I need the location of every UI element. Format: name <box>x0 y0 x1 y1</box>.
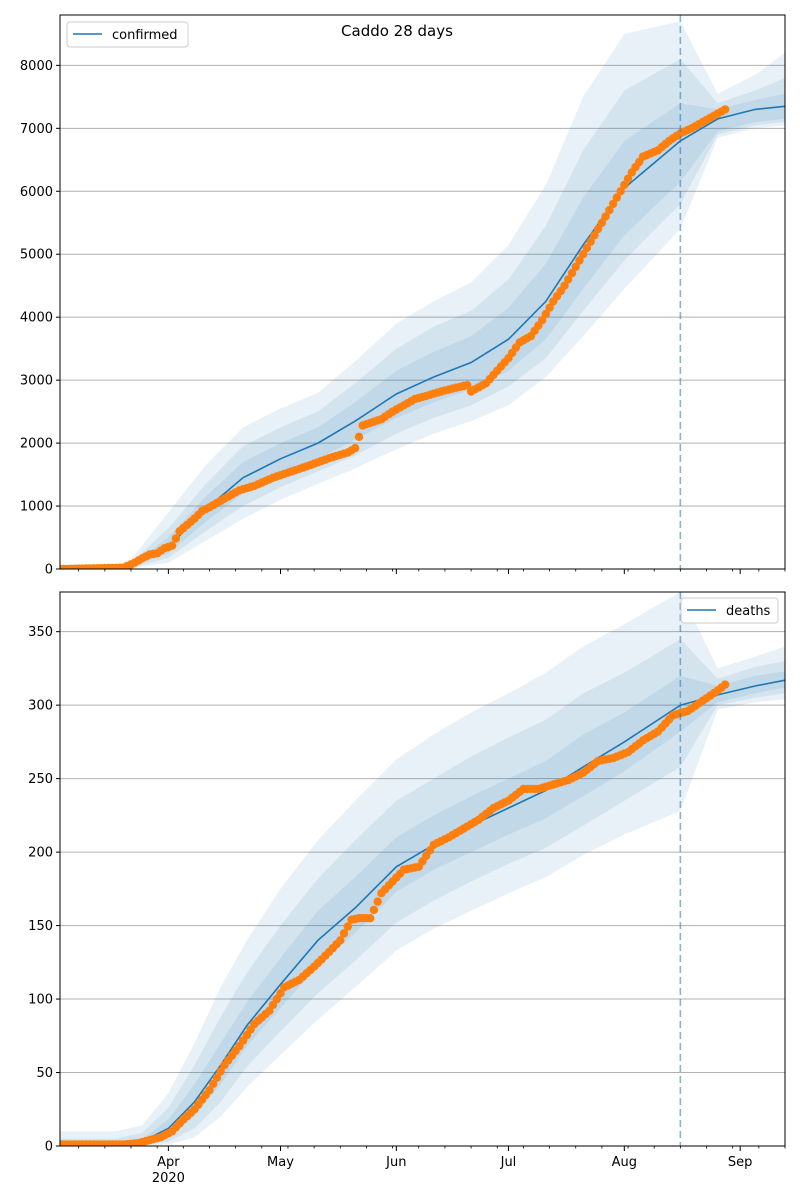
deaths-y-tick-label: 300 <box>28 699 53 714</box>
deaths-y-tick-label: 150 <box>28 919 53 934</box>
deaths-observed-point <box>212 1073 222 1082</box>
confirmed-observed-point <box>623 174 633 183</box>
deaths-observed-point <box>336 936 345 945</box>
confirmed-observed-point <box>171 534 181 543</box>
deaths-legend-label: deaths <box>726 604 771 619</box>
confirmed-observed-point <box>463 381 472 390</box>
deaths-observed-point <box>339 929 349 938</box>
deaths-y-tick-label: 350 <box>28 625 53 640</box>
confirmed-observed-point <box>567 268 577 278</box>
confirmed-y-tick-label: 7000 <box>20 122 53 137</box>
deaths-observed-point <box>343 922 352 931</box>
confirmed-observed-point <box>586 237 595 246</box>
confirmed-observed-point <box>597 218 607 227</box>
confirmed-x-axis <box>78 569 786 574</box>
confirmed-observed-point <box>564 275 573 284</box>
deaths-observed-point <box>366 914 375 923</box>
confirmed-observed-point <box>537 316 547 325</box>
confirmed-y-tick-label: 5000 <box>20 248 53 263</box>
deaths-band-middle <box>60 639 785 1146</box>
deaths-observed-point <box>209 1079 218 1089</box>
confirmed-observed-point <box>545 303 554 312</box>
confirmed-legend-label: confirmed <box>112 28 178 43</box>
confirmed-legend-box <box>66 21 189 48</box>
deaths-y-axis: 0 50 100 150 200 250 300 350 <box>28 625 60 1155</box>
confirmed-y-tick-label: 0 <box>45 563 53 578</box>
confirmed-y-tick-label: 8000 <box>20 59 53 74</box>
figure-title: Caddo 28 days <box>341 22 453 40</box>
confirmed-observed-point <box>560 281 569 290</box>
deaths-observed-point <box>205 1086 214 1095</box>
deaths-observed-point <box>373 897 382 906</box>
confirmed-y-tick-label: 3000 <box>20 374 53 389</box>
confirmed-observed-point <box>579 250 588 259</box>
confirmed-y-tick-label: 6000 <box>20 185 53 200</box>
confirmed-observed-point <box>605 206 614 215</box>
deaths-axes-frame <box>59 591 786 1147</box>
confirmed-observed-point <box>593 224 603 234</box>
confirmed-legend: confirmed <box>66 21 189 48</box>
deaths-y-tick-label: 100 <box>28 993 53 1008</box>
confirmed-observed-point <box>608 199 618 209</box>
confirmed-band-outer <box>60 21 785 569</box>
confirmed-observed-point <box>167 541 177 550</box>
x-tick-label: Jun <box>385 1155 406 1170</box>
confirmed-observed-point <box>582 243 592 253</box>
confirmed-observed-point <box>590 231 599 240</box>
deaths-observed-point <box>216 1067 225 1076</box>
confirmed-observed-point <box>541 309 550 319</box>
deaths-observed-points <box>60 680 730 1146</box>
deaths-y-tick-label: 200 <box>28 846 53 861</box>
confirmed-axes-frame <box>59 14 786 570</box>
confirmed-observed-point <box>616 187 625 196</box>
deaths-observed-point <box>369 905 379 915</box>
confirmed-y-tick-label: 4000 <box>20 311 53 326</box>
confirmed-observed-point <box>620 180 629 190</box>
deaths-observed-point <box>721 680 730 689</box>
deaths-legend: deaths <box>680 597 779 624</box>
deaths-confidence-bands <box>60 592 785 1146</box>
x-tick-label: Aug <box>612 1155 637 1170</box>
confirmed-observed-points <box>60 105 730 569</box>
deaths-model-line <box>60 679 785 1146</box>
deaths-band-inner <box>60 671 785 1146</box>
confirmed-panel: 0 1000 2000 3000 4000 5000 6000 7000 8000 confir… <box>20 14 786 578</box>
confirmed-observed-point <box>612 193 621 202</box>
confirmed-observed-point <box>601 212 610 221</box>
confirmed-observed-point <box>351 443 360 453</box>
x-tick-label: Apr <box>157 1155 180 1170</box>
deaths-y-tick-label: 50 <box>36 1066 53 1081</box>
deaths-model-path <box>60 679 785 1146</box>
deaths-y-tick-label: 0 <box>45 1140 53 1155</box>
confirmed-confidence-bands <box>60 21 785 569</box>
x-tick-label: Jul <box>500 1155 517 1170</box>
confirmed-band-middle <box>60 59 785 569</box>
x-tick-year-label: 2020 <box>152 1171 185 1186</box>
deaths-legend-box <box>680 597 779 624</box>
confirmed-y-tick-label: 1000 <box>20 500 53 515</box>
deaths-y-tick-label: 250 <box>28 772 53 787</box>
confirmed-gridlines <box>60 64 785 507</box>
confirmed-y-tick-label: 2000 <box>20 437 53 452</box>
confirmed-observed-point <box>575 256 584 265</box>
confirmed-y-axis: 0 1000 2000 3000 4000 5000 6000 7000 8000 <box>20 59 60 578</box>
x-tick-label: May <box>267 1155 294 1170</box>
confirmed-observed-point <box>721 105 730 114</box>
confirmed-band-inner <box>60 93 785 569</box>
confirmed-observed-point <box>354 432 364 441</box>
confirmed-observed-point <box>571 262 580 271</box>
deaths-band-outer <box>60 592 785 1146</box>
x-tick-label: Sep <box>728 1155 753 1170</box>
